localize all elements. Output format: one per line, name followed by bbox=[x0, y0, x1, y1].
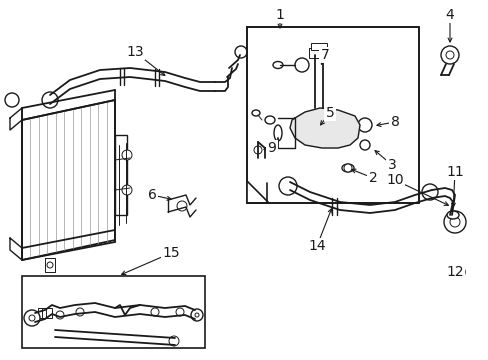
Text: 11: 11 bbox=[445, 165, 463, 179]
Bar bbox=[22, 276, 204, 348]
Circle shape bbox=[56, 311, 64, 319]
Bar bbox=[246, 183, 266, 203]
Circle shape bbox=[195, 313, 199, 317]
Ellipse shape bbox=[273, 125, 282, 141]
Bar bbox=[46, 308, 52, 318]
Bar bbox=[42, 308, 48, 318]
Ellipse shape bbox=[357, 118, 371, 132]
Circle shape bbox=[177, 201, 186, 211]
Circle shape bbox=[343, 164, 351, 172]
Circle shape bbox=[169, 336, 179, 346]
Polygon shape bbox=[289, 108, 359, 148]
Circle shape bbox=[449, 217, 459, 227]
Ellipse shape bbox=[272, 62, 283, 68]
Text: 9: 9 bbox=[267, 141, 276, 155]
Circle shape bbox=[294, 58, 308, 72]
Ellipse shape bbox=[446, 211, 458, 219]
Bar bbox=[310, 43, 326, 50]
Circle shape bbox=[122, 150, 132, 160]
Circle shape bbox=[151, 308, 159, 316]
Circle shape bbox=[440, 46, 458, 64]
Circle shape bbox=[253, 146, 262, 154]
Text: 3: 3 bbox=[387, 158, 396, 172]
Text: 5: 5 bbox=[325, 106, 334, 120]
Text: 6: 6 bbox=[147, 188, 156, 202]
Circle shape bbox=[279, 177, 296, 195]
Bar bbox=[115, 135, 127, 215]
Ellipse shape bbox=[359, 140, 369, 150]
Circle shape bbox=[47, 262, 53, 268]
Circle shape bbox=[29, 315, 35, 321]
Circle shape bbox=[5, 93, 19, 107]
Text: 4: 4 bbox=[445, 8, 453, 22]
Circle shape bbox=[235, 46, 246, 58]
Polygon shape bbox=[22, 100, 115, 260]
Bar bbox=[38, 308, 44, 318]
Text: 14: 14 bbox=[307, 239, 325, 253]
Bar bbox=[308, 48, 328, 58]
Text: 15: 15 bbox=[162, 246, 180, 260]
Text: 10: 10 bbox=[386, 173, 403, 187]
Circle shape bbox=[122, 185, 132, 195]
Circle shape bbox=[191, 309, 203, 321]
Circle shape bbox=[421, 184, 437, 200]
Circle shape bbox=[443, 211, 465, 233]
Text: 12: 12 bbox=[445, 265, 463, 279]
Ellipse shape bbox=[341, 164, 353, 172]
Circle shape bbox=[454, 269, 460, 275]
Text: 7: 7 bbox=[320, 48, 329, 62]
Circle shape bbox=[76, 308, 84, 316]
Ellipse shape bbox=[251, 110, 260, 116]
Bar bbox=[246, 27, 418, 203]
Bar bbox=[246, 181, 268, 203]
Text: 8: 8 bbox=[390, 115, 399, 129]
Circle shape bbox=[42, 92, 58, 108]
Text: 13: 13 bbox=[126, 45, 143, 59]
Text: 1: 1 bbox=[275, 8, 284, 22]
Circle shape bbox=[24, 310, 40, 326]
Circle shape bbox=[450, 265, 464, 279]
Text: 2: 2 bbox=[368, 171, 377, 185]
Circle shape bbox=[445, 51, 453, 59]
Circle shape bbox=[176, 308, 183, 316]
Ellipse shape bbox=[264, 116, 274, 124]
